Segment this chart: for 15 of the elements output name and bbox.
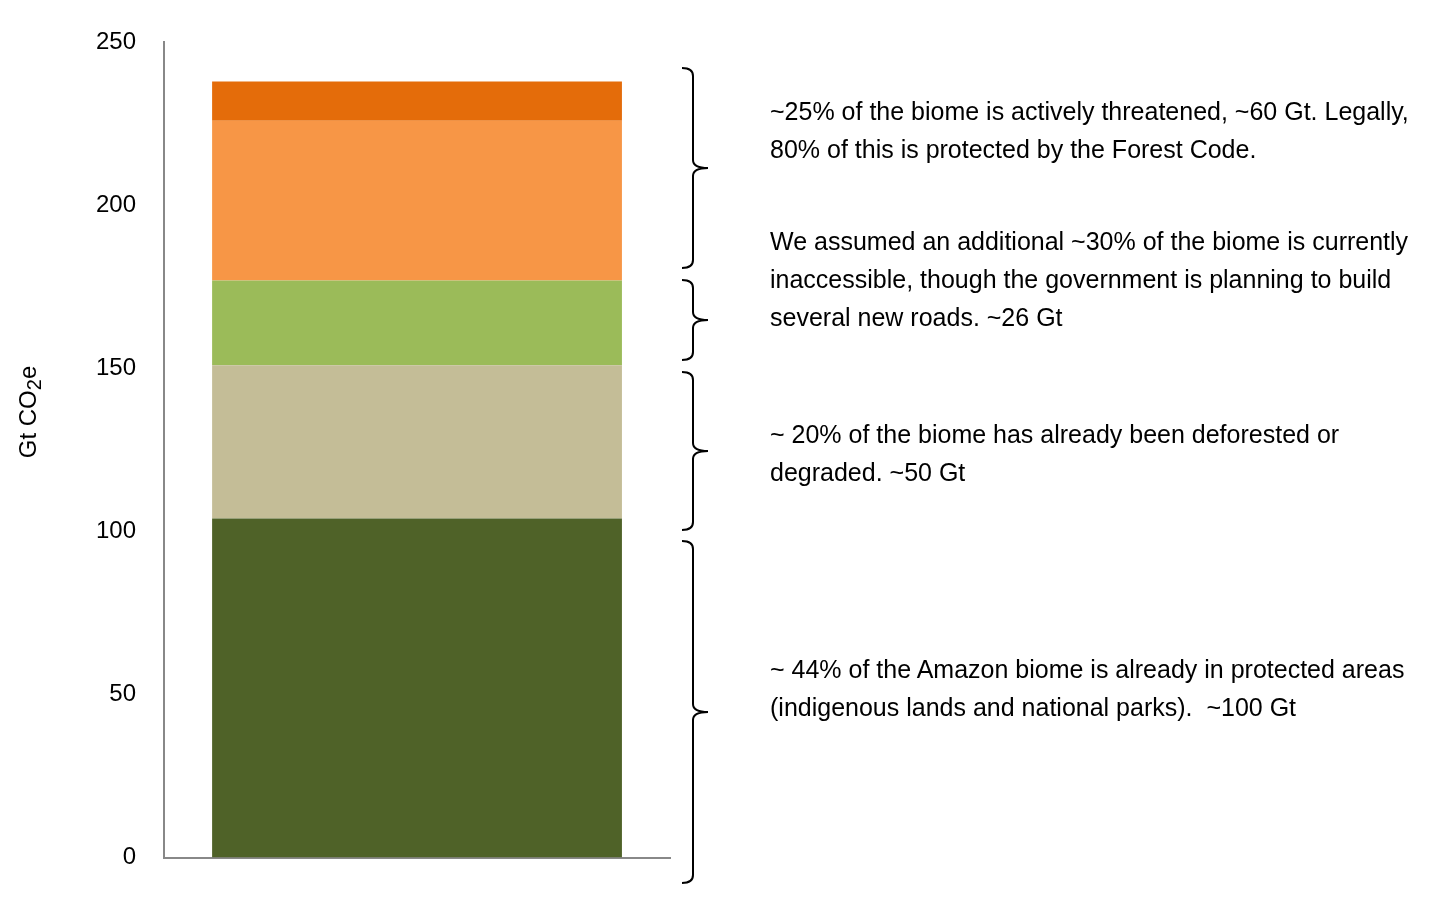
y-tick-label: 150 xyxy=(96,353,137,381)
y-tick-label: 50 xyxy=(109,679,137,707)
bar xyxy=(212,518,622,858)
y-tick-label: 200 xyxy=(96,190,137,218)
bar xyxy=(212,120,622,281)
y-tick-label: 0 xyxy=(122,842,137,870)
bar xyxy=(212,280,622,366)
text: ~ 20% of the biome has already been deforested or degraded. ~50 Gt xyxy=(770,419,1341,488)
y-tick-label: 100 xyxy=(96,516,137,544)
bar xyxy=(212,81,622,121)
text: We assumed an additional ~30% of the biome is currently inaccessible, though the government is planning to build several new roads. ~26 Gt xyxy=(770,226,1410,333)
text: ~25% of the biome is actively threatened, ~60 Gt. Legally, 80% of this is protected by the Forest Code. xyxy=(770,96,1410,165)
y-tick-label: 250 xyxy=(96,27,137,55)
bar xyxy=(212,365,622,519)
text: ~ 44% of the Amazon biome is already in protected areas (indigenous lands and national parks). ~100 Gt xyxy=(770,654,1406,723)
